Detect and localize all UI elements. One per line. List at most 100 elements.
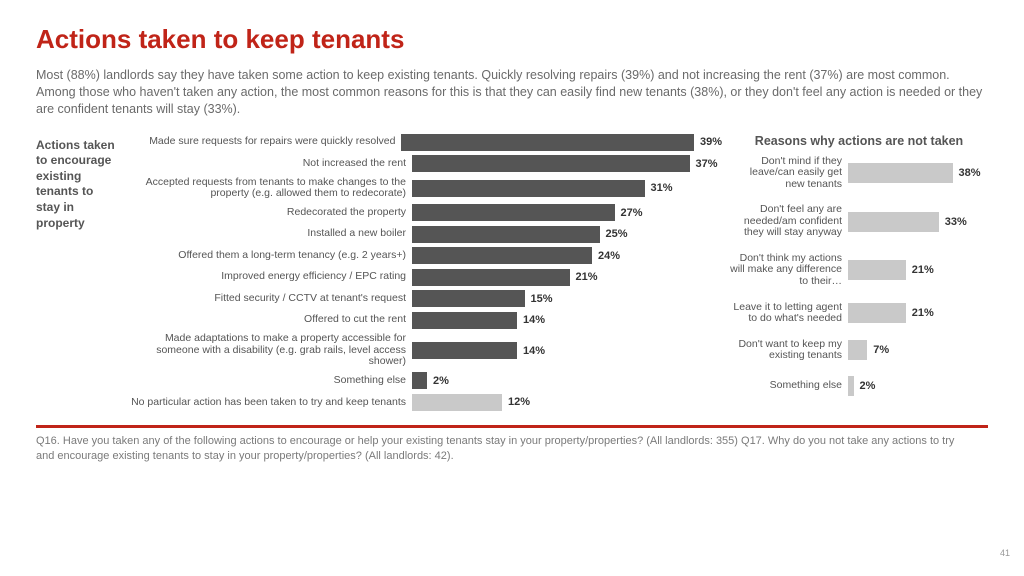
bar-value: 25% [606, 228, 628, 240]
bar [412, 290, 525, 307]
bar-label: Accepted requests from tenants to make c… [122, 177, 412, 200]
bar [412, 226, 600, 243]
bar-value: 37% [696, 158, 718, 170]
bar [848, 376, 854, 396]
bar-area: 2% [848, 376, 988, 396]
bar [412, 180, 645, 197]
bar-area: 25% [412, 226, 722, 243]
bar-area: 27% [412, 204, 722, 221]
footer-rule [36, 425, 988, 428]
bar [412, 204, 615, 221]
bar-value: 14% [523, 314, 545, 326]
bar-value: 2% [433, 375, 449, 387]
bar-label: Made sure requests for repairs were quic… [122, 136, 401, 148]
bar-value: 21% [576, 271, 598, 283]
bar [412, 247, 592, 264]
bar-label: Made adaptations to make a property acce… [122, 333, 412, 368]
bar-value: 15% [531, 293, 553, 305]
bar [848, 340, 867, 360]
bar [412, 155, 690, 172]
reasons-chart-panel: Reasons why actions are not taken Don't … [730, 134, 988, 416]
bar-label: Not increased the rent [122, 158, 412, 170]
chart-row: Don't want to keep my existing tenants 7% [730, 339, 988, 362]
bar-value: 33% [945, 216, 967, 228]
bar-value: 24% [598, 250, 620, 262]
bar-label: Offered to cut the rent [122, 314, 412, 326]
side-label: Actions taken to encourage existing tena… [36, 134, 116, 416]
bar-label: Installed a new boiler [122, 228, 412, 240]
bar [412, 312, 517, 329]
intro-text: Most (88%) landlords say they have taken… [36, 67, 988, 118]
bar-value: 31% [651, 182, 673, 194]
bar-value: 2% [860, 380, 876, 392]
reasons-chart-title: Reasons why actions are not taken [730, 134, 988, 148]
chart-row: Don't think my actions will make any dif… [730, 253, 988, 288]
chart-row: Fitted security / CCTV at tenant's reque… [122, 290, 722, 307]
bar-label: Redecorated the property [122, 207, 412, 219]
chart-row: Something else 2% [122, 372, 722, 389]
bar-label: Don't feel any are needed/am confident t… [730, 204, 848, 239]
bar-value: 12% [508, 396, 530, 408]
bar-area: 7% [848, 340, 988, 360]
reasons-chart: Don't mind if they leave/can easily get … [730, 156, 988, 396]
bar-label: Don't think my actions will make any dif… [730, 253, 848, 288]
bar-area: 33% [848, 212, 988, 232]
chart-row: Offered them a long-term tenancy (e.g. 2… [122, 247, 722, 264]
bar-label: Don't mind if they leave/can easily get … [730, 156, 848, 191]
chart-row: Don't mind if they leave/can easily get … [730, 156, 988, 191]
chart-row: Something else2% [730, 376, 988, 396]
chart-row: Don't feel any are needed/am confident t… [730, 204, 988, 239]
bar-area: 39% [401, 134, 722, 151]
chart-row: Improved energy efficiency / EPC rating 2… [122, 269, 722, 286]
bar-area: 15% [412, 290, 722, 307]
bar-area: 31% [412, 180, 722, 197]
bar-value: 21% [912, 264, 934, 276]
bar [848, 303, 906, 323]
bar-area: 21% [848, 260, 988, 280]
chart-row: Not increased the rent 37% [122, 155, 722, 172]
chart-row: Offered to cut the rent 14% [122, 312, 722, 329]
bar [848, 163, 953, 183]
bar [412, 269, 570, 286]
bar-label: Leave it to letting agent to do what's n… [730, 302, 848, 325]
bar-area: 12% [412, 394, 722, 411]
chart-row: No particular action has been taken to t… [122, 394, 722, 411]
bar [848, 260, 906, 280]
bar-label: Something else [122, 375, 412, 387]
page-title: Actions taken to keep tenants [36, 24, 988, 55]
chart-row: Installed a new boiler 25% [122, 226, 722, 243]
chart-row: Accepted requests from tenants to make c… [122, 177, 722, 200]
bar-area: 38% [848, 163, 988, 183]
bar-label: Improved energy efficiency / EPC rating [122, 271, 412, 283]
bar-value: 14% [523, 345, 545, 357]
chart-row: Made sure requests for repairs were quic… [122, 134, 722, 151]
bar [401, 134, 694, 151]
bar-area: 14% [412, 342, 722, 359]
bar-label: Don't want to keep my existing tenants [730, 339, 848, 362]
bar-value: 21% [912, 307, 934, 319]
bar-area: 21% [412, 269, 722, 286]
actions-chart: Made sure requests for repairs were quic… [122, 134, 722, 416]
bar [412, 342, 517, 359]
bar [848, 212, 939, 232]
chart-row: Leave it to letting agent to do what's n… [730, 302, 988, 325]
bar-label: Offered them a long-term tenancy (e.g. 2… [122, 250, 412, 262]
chart-row: Made adaptations to make a property acce… [122, 333, 722, 368]
page-number: 41 [1000, 548, 1010, 558]
bar-value: 27% [621, 207, 643, 219]
bar-value: 7% [873, 344, 889, 356]
bar-value: 39% [700, 136, 722, 148]
bar-label: No particular action has been taken to t… [122, 397, 412, 409]
charts-container: Actions taken to encourage existing tena… [36, 134, 988, 416]
bar [412, 394, 502, 411]
bar-area: 37% [412, 155, 722, 172]
bar-area: 14% [412, 312, 722, 329]
chart-row: Redecorated the property 27% [122, 204, 722, 221]
bar-label: Fitted security / CCTV at tenant's reque… [122, 293, 412, 305]
footer-text: Q16. Have you taken any of the following… [36, 434, 988, 464]
bar-value: 38% [959, 167, 981, 179]
left-chart-panel: Actions taken to encourage existing tena… [36, 134, 722, 416]
bar-area: 24% [412, 247, 722, 264]
bar-area: 2% [412, 372, 722, 389]
bar-area: 21% [848, 303, 988, 323]
